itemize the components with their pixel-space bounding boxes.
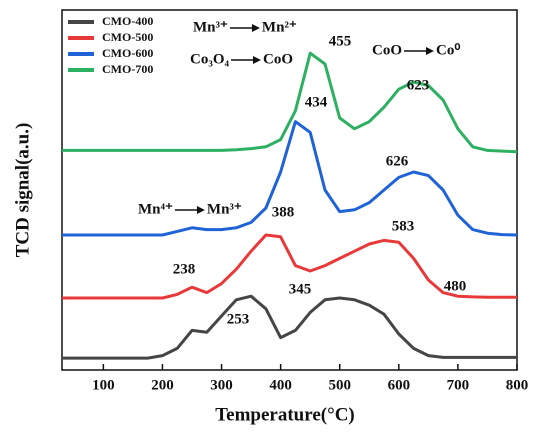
annotation-arrowhead [196,206,205,214]
annotation-left: Mn³⁺ [193,19,228,35]
annotation-left: CoO [372,42,402,58]
x-tick-label: 100 [92,377,115,393]
annotation-arrowhead [426,47,434,55]
x-tick-label: 700 [447,377,470,393]
series-line [62,233,517,300]
peak-label: 626 [386,153,409,169]
legend-label: CMO-600 [102,46,153,60]
plot-frame [61,9,518,371]
peak-label: 583 [392,218,415,234]
x-tick-label: 400 [269,377,292,393]
peak-label: 253 [227,311,250,327]
series-line [62,120,518,237]
peak-label: 238 [173,261,196,277]
x-tick-label: 600 [388,377,411,393]
y-axis-label: TCD signal(a.u.) [12,123,33,258]
legend-label: CMO-500 [102,30,153,44]
annotation-right: CoO [263,51,293,67]
annotation-arrowhead [251,24,260,32]
peak-label: 434 [305,94,328,110]
annotation-left: Co₃O₄ [190,51,229,67]
series-line [62,51,518,154]
annotation-right: Co⁰ [436,42,460,58]
peak-label: 388 [272,204,295,220]
x-tick-label: 200 [151,377,174,393]
annotation-left: Mn⁴⁺ [138,201,173,217]
legend-label: CMO-700 [102,62,153,76]
peak-label: 480 [444,278,467,294]
x-tick-label: 500 [328,377,351,393]
x-tick-label: 300 [210,377,233,393]
peak-label: 455 [329,33,352,49]
x-axis-label: Temperature(°C) [215,404,355,425]
peak-label: 623 [407,77,430,93]
x-tick-label: 800 [506,377,529,393]
annotation-arrowhead [253,56,261,64]
annotation-right: Mn²⁺ [262,19,297,35]
peak-label: 345 [289,281,312,297]
series-line [62,294,517,360]
legend-label: CMO-400 [102,14,153,28]
annotation-right: Mn³⁺ [207,201,242,217]
